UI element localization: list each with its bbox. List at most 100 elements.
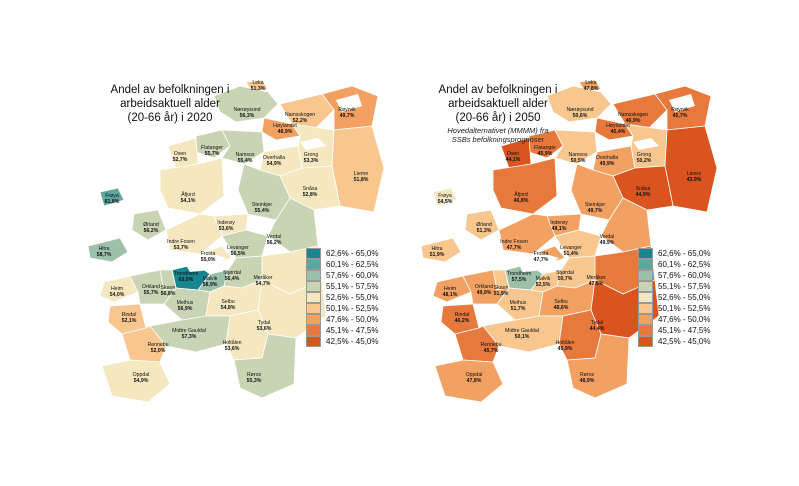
municipality-name: Namsos (568, 152, 588, 158)
municipality-name: Flatanger (201, 145, 223, 151)
municipality-oppdal-2020 (101, 359, 171, 403)
municipality-name: Malvik (535, 276, 551, 282)
municipality-value: 50,7% (557, 276, 573, 282)
municipality-name: Osen (173, 151, 187, 157)
municipality-value: 57,3% (181, 334, 197, 340)
municipality-value: 55,4% (254, 208, 270, 214)
legend-swatch (638, 325, 653, 336)
municipality-value: 51,8% (353, 177, 369, 183)
municipality-value: 55,3% (246, 378, 262, 384)
municipality-value: 53,6% (256, 326, 272, 332)
municipality-name: Tydal (257, 320, 271, 326)
legend-entry: 45,1% - 47,5% (306, 325, 378, 336)
municipality-value: 43,9% (686, 177, 702, 183)
legend-label: 55,1% - 57,5% (658, 282, 711, 291)
municipality-value: 47,8% (583, 86, 599, 92)
municipality-lierne-2050 (664, 125, 718, 213)
municipality-label: Trondheim 57,5% (497, 271, 541, 283)
municipality-label: Frosta 55,0% (186, 251, 230, 263)
municipality-levanger-2050 (554, 229, 602, 259)
municipality-namsskogen-2020 (279, 93, 335, 129)
municipality-label: Tydal 44,4% (575, 320, 619, 332)
municipality-name: Overhalla (595, 155, 619, 161)
legend-swatch (638, 270, 653, 281)
municipality-value: 63,5% (178, 277, 194, 283)
municipality-value: 53,7% (173, 245, 189, 251)
municipality-name: Steinkjer (251, 202, 273, 208)
municipality-name: Inderøy (550, 220, 568, 226)
municipality-røros-2020 (233, 333, 297, 399)
municipality-label: Skaun 56,8% (146, 285, 190, 297)
municipality-value: 48,9% (277, 129, 293, 135)
legend-swatch (306, 336, 321, 347)
municipality-åfjord-2050 (492, 157, 558, 215)
water-body-1-2020 (300, 138, 326, 150)
municipality-label: Osen 44,1% (491, 151, 535, 163)
municipality-value: 47,5% (588, 281, 604, 287)
municipality-label: Snåsa 52,8% (288, 186, 332, 198)
legend-entry: 60,1% - 62,5% (306, 259, 378, 270)
municipality-label: Skaun 51,9% (479, 285, 523, 297)
municipality-label: Melhus 51,7% (496, 300, 540, 312)
municipality-label: Steinkjer 55,4% (240, 202, 284, 214)
municipality-name: Stjørdal (223, 270, 241, 276)
municipality-value: 53,6% (218, 226, 234, 232)
municipality-name: Rindal (454, 312, 470, 318)
municipality-label: Midtre Gauldal 50,1% (500, 328, 544, 340)
water-body-2-2020 (336, 94, 362, 112)
municipality-label: Heim 48,1% (428, 286, 472, 298)
municipality-value: 61,8% (104, 199, 120, 205)
municipality-label: Grong 53,3% (289, 152, 333, 164)
municipality-value: 52,1% (121, 318, 137, 324)
municipality-label: Ørland 56,2% (129, 222, 173, 234)
municipality-value: 49,9% (476, 290, 492, 296)
map-subtitle-2050: Hovedalternativet (MMMM) fra SSBs befolk… (447, 126, 549, 144)
legend-label: 60,1% - 62,5% (658, 260, 711, 269)
municipality-frøya-2020 (99, 187, 125, 207)
municipality-levanger-2020 (221, 229, 269, 259)
municipality-value: 44,1% (505, 157, 521, 163)
municipality-name: Orkland (474, 284, 494, 290)
municipality-nærøysund-2020 (213, 85, 279, 123)
legend-entry: 57,6% - 60,0% (306, 270, 378, 281)
municipality-label: Hitra 58,7% (82, 246, 126, 258)
municipality-value: 58,7% (96, 252, 112, 258)
legend-swatch (638, 292, 653, 303)
municipality-name: Melhus (509, 300, 527, 306)
legend-entry: 45,1% - 47,5% (638, 325, 710, 336)
municipality-name: Rindal (121, 312, 137, 318)
municipality-name: Skaun (160, 285, 176, 291)
legend-entry: 42,5% - 45,0% (638, 336, 710, 347)
municipality-value: 52,0% (150, 348, 166, 354)
water-body-1-2050 (633, 138, 659, 150)
municipality-value: 46,9% (625, 118, 641, 124)
municipality-value: 54,5% (437, 199, 453, 205)
municipality-label: Åfjord 46,8% (499, 192, 543, 204)
municipality-name: Oppdal (465, 372, 483, 378)
municipality-label: Selbu 48,6% (539, 299, 583, 311)
water-body-2-2050 (669, 94, 695, 112)
municipality-name: Meråker (586, 275, 606, 281)
municipality-label: Lierne 43,9% (672, 171, 716, 183)
municipality-value: 55,0% (200, 257, 216, 263)
municipality-value: 49,7% (587, 208, 603, 214)
water-body-0-2020 (196, 116, 214, 124)
map-title-2020: Andel av befolkningen i arbeidsaktuell a… (110, 84, 230, 124)
municipality-value: 53,6% (224, 346, 240, 352)
municipality-value: 49,9% (599, 161, 615, 167)
legend-label: 45,1% - 47,5% (326, 326, 379, 335)
municipality-name: Oppdal (132, 372, 150, 378)
municipality-label: Levanger 56,5% (216, 245, 260, 257)
map-panel-2020: Andel av befolkningen i arbeidsaktuell a… (0, 0, 399, 486)
municipality-name: Melhus (176, 300, 194, 306)
municipality-name: Holtålen (222, 340, 242, 346)
municipality-value: 50,2% (636, 158, 652, 164)
municipality-nærøysund-2050 (546, 85, 612, 123)
legend-swatch (306, 270, 321, 281)
municipality-value: 48,6% (553, 305, 569, 311)
municipality-hitra-2050 (420, 237, 462, 263)
municipality-label: Inderøy 53,6% (204, 220, 248, 232)
municipality-name: Heim (443, 286, 457, 292)
municipality-name: Hitra (431, 246, 443, 252)
municipality-name: Malvik (202, 276, 218, 282)
